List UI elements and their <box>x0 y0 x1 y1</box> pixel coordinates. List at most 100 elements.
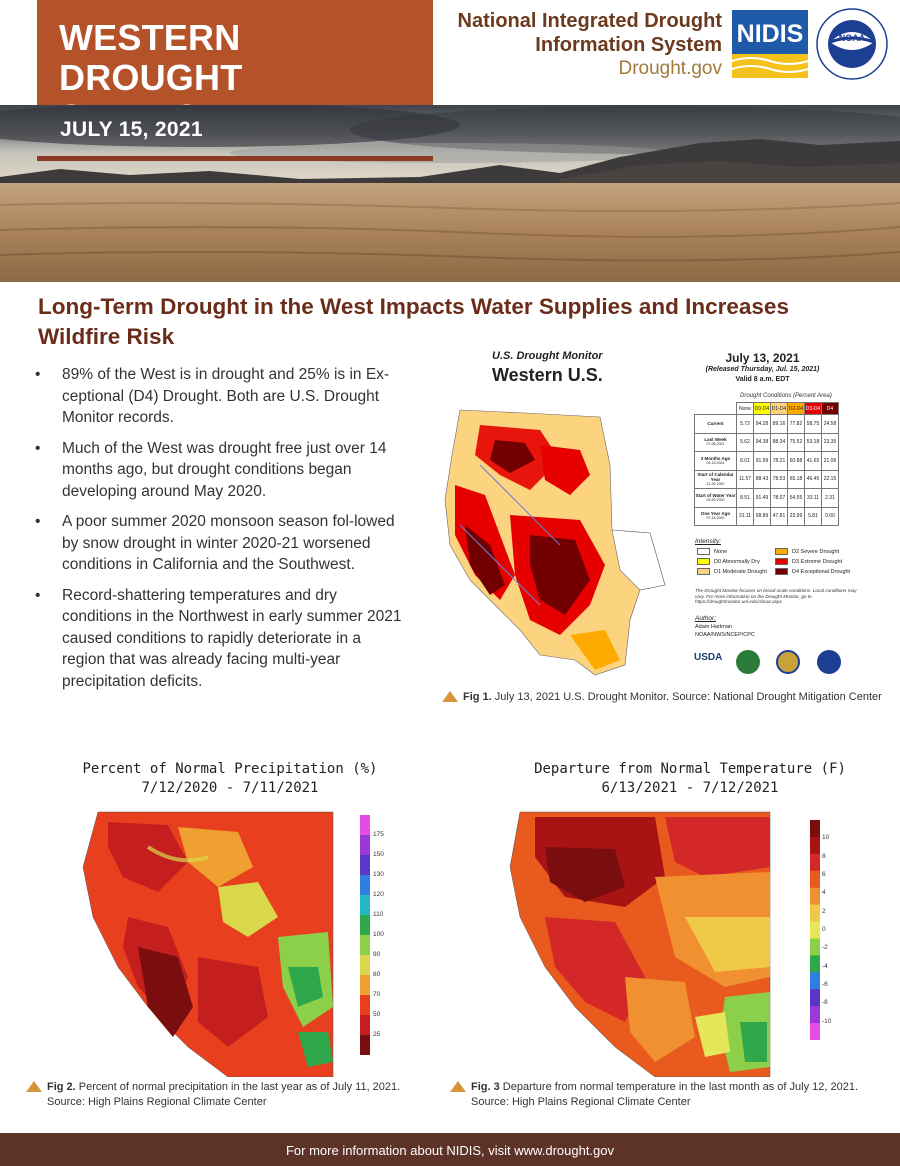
fig1-drought-monitor: U.S. Drought Monitor Western U.S. July 1… <box>440 345 885 685</box>
table-row: Last Week 07-06-2021 5.62 94.38 88.34 75.52 53… <box>694 432 839 452</box>
scale-tick-label: 80 <box>373 971 381 978</box>
table-cell: 11.57 <box>736 469 754 489</box>
scale-tick-label: 50 <box>373 1011 381 1018</box>
table-row: Start of Calendar Year 12-29-2020 11.57 88.… <box>694 469 839 489</box>
title-line-1: WESTERN DROUGHT <box>59 17 243 98</box>
table-cell: 75.52 <box>787 432 805 452</box>
color-scale-segment <box>360 955 370 976</box>
scale-tick-label: 175 <box>373 831 384 838</box>
row-label: Current <box>694 414 737 434</box>
nidis-logo-icon[interactable]: NIDIS <box>731 9 809 79</box>
column-header: D3-D4 <box>804 402 822 415</box>
noaa-small-logo-icon <box>817 650 841 674</box>
table-cell: 78.07 <box>770 488 788 508</box>
legend-swatch <box>775 548 788 555</box>
fig1-release-date: (Released Thursday, Jul. 15, 2021) <box>705 366 820 373</box>
fig3-caption: Fig. 3 Departure from normal temperature… <box>471 1080 891 1109</box>
noaa-logo-text: NOAA <box>839 33 866 43</box>
color-scale-segment <box>360 975 370 996</box>
scale-tick-label: 8 <box>822 852 826 860</box>
usdm-label: U.S. Drought Monitor <box>492 350 603 362</box>
headline: Long-Term Drought in the West Impacts Wa… <box>38 294 789 349</box>
table-cell: 65.18 <box>787 469 805 489</box>
table-row: Current 5.72 94.28 89.16 77.82 58.75 24.58 <box>694 414 839 434</box>
row-label: Start of Calendar Year 12-29-2020 <box>694 469 737 489</box>
org-url[interactable]: Drought.gov <box>618 58 722 79</box>
color-scale-segment <box>810 921 820 939</box>
scale-tick-label: 130 <box>373 871 384 878</box>
column-header: D2-D4 <box>787 402 805 415</box>
scale-tick-label: 0 <box>822 926 826 933</box>
row-label-date: 04-13-2021 <box>706 460 725 465</box>
color-scale-segment <box>810 836 820 855</box>
table-cell: 24.58 <box>821 414 839 434</box>
legend-swatch <box>775 568 788 575</box>
footer[interactable]: For more information about NIDIS, visit … <box>0 1133 900 1166</box>
scale-tick-label: 70 <box>373 991 381 998</box>
table-cell: 88.43 <box>753 469 771 489</box>
table-cell: 21.06 <box>821 451 839 471</box>
table-cell: 78.21 <box>770 451 788 471</box>
scale-tick-label: -8 <box>822 999 828 1007</box>
org-name-block: National Integrated Drought Information … <box>440 9 722 81</box>
row-label-text: Start of Calendar Year <box>697 471 734 482</box>
table-cell: 22.15 <box>821 469 839 489</box>
table-row: 3 Months Ago 04-13-2021 8.01 91.99 78.21 60.8… <box>694 451 839 471</box>
table-cell: 41.65 <box>804 451 822 471</box>
color-scale-segment <box>810 938 820 956</box>
key-point: Record-shattering temperatures and dry c… <box>30 585 405 693</box>
row-label-text: 3 Months Ago <box>700 455 731 461</box>
legend-item: D3 Extreme Drought <box>775 558 842 565</box>
title-banner: WESTERN DROUGHT STATUS UPDATE <box>37 0 433 138</box>
fig2-title: Percent of Normal Precipitation (%) 7/12… <box>60 760 400 798</box>
scale-tick-label: -10 <box>822 1017 832 1025</box>
row-label-text: Last Week <box>704 437 727 443</box>
scale-tick-label: 6 <box>822 871 826 878</box>
caption-triangle-icon <box>26 1081 42 1092</box>
table-cell: 91.49 <box>753 488 771 508</box>
table-row: One Year Ago 07-14-2020 31.11 68.89 47.81 23.… <box>694 506 839 526</box>
row-label-date: 09-29-2020 <box>706 497 725 502</box>
author-org: NOAA/NWS/NCEP/CPC <box>695 632 755 638</box>
table-cell: 23.99 <box>787 506 805 526</box>
table-cell: 68.89 <box>753 506 771 526</box>
fig2-caption-label: Fig 2. <box>47 1081 76 1093</box>
table-cell: 5.62 <box>736 432 754 452</box>
color-scale-segment <box>360 895 370 916</box>
fig3-title-line-2: 6/13/2021 - 7/12/2021 <box>601 780 779 796</box>
org-name-line-2: Information System <box>535 34 722 56</box>
table-cell: 33.11 <box>804 488 822 508</box>
scale-tick-label: 120 <box>373 891 384 898</box>
scale-tick-label: 2 <box>822 907 826 915</box>
temperature-map <box>509 811 771 1077</box>
table-cell: 0.00 <box>821 506 839 526</box>
fig1-caption-text: July 13, 2021 U.S. Drought Monitor. Sour… <box>491 691 882 703</box>
table-cell: 58.75 <box>804 414 822 434</box>
scale-tick-label: 100 <box>373 931 384 938</box>
doc-seal-icon <box>776 650 800 674</box>
legend-item: None <box>697 548 727 555</box>
date-underline-bar <box>37 156 433 161</box>
column-header: None <box>736 402 754 415</box>
table-cell: 91.99 <box>753 451 771 471</box>
drought-map <box>444 409 666 676</box>
legend-label: D1 Moderate Drought <box>714 568 767 575</box>
noaa-logo-icon[interactable]: NOAA <box>816 8 888 80</box>
color-scale-segment <box>360 875 370 896</box>
legend-item: D1 Moderate Drought <box>697 568 767 575</box>
color-scale-segment <box>360 815 370 836</box>
drought-conditions-table: None D0-D4 D1-D4 D2-D4 D3-D4 D4 Current 5… <box>694 402 839 526</box>
column-header: D0-D4 <box>753 402 771 415</box>
fig2-title-line-1: Percent of Normal Precipitation (%) <box>82 761 378 777</box>
legend-swatch <box>697 558 710 565</box>
color-scale-segment <box>810 887 820 906</box>
caption-triangle-icon <box>442 691 458 702</box>
drought-monitor-note: The Drought Monitor focuses on broad-sca… <box>695 588 857 605</box>
table-cell: 5.72 <box>736 414 754 434</box>
scale-tick-label: 90 <box>373 951 381 958</box>
table-cell: 77.82 <box>787 414 805 434</box>
color-scale-segment <box>360 1035 370 1055</box>
row-label-date: 07-14-2020 <box>706 516 725 521</box>
scale-tick-label: 10 <box>822 834 830 842</box>
table-cell: 2.31 <box>821 488 839 508</box>
